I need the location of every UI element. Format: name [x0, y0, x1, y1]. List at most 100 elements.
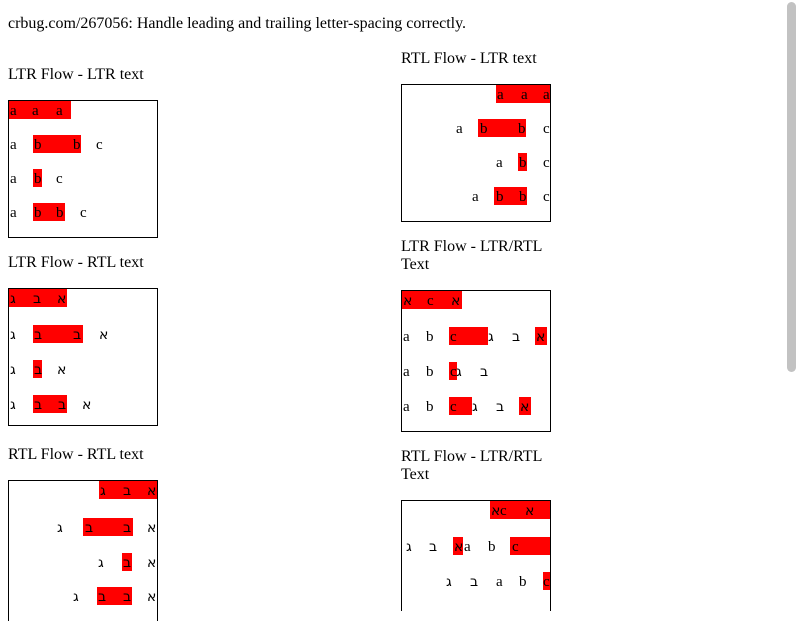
- glyph: ב: [470, 574, 479, 590]
- glyph: a: [403, 364, 410, 380]
- glyph: c: [543, 189, 550, 205]
- glyph: a: [56, 103, 63, 119]
- glyph: c: [427, 293, 434, 309]
- glyph: ג: [98, 555, 104, 571]
- glyph: a: [464, 539, 471, 555]
- test-box-ltr-mixed: א c א a b c ג ב א a b c ג ב a b c ג ב א: [401, 290, 551, 432]
- glyph: b: [34, 171, 42, 187]
- glyph: ג: [10, 291, 16, 307]
- highlight: [490, 501, 550, 519]
- glyph: b: [519, 155, 527, 171]
- highlight: [122, 553, 132, 571]
- highlight: [518, 153, 527, 171]
- glyph: a: [543, 87, 550, 103]
- scrollbar-thumb[interactable]: [787, 2, 796, 372]
- section-label-rtl-rtl: RTL Flow - RTL text: [8, 446, 144, 463]
- glyph: b: [488, 539, 496, 555]
- glyph: א: [57, 362, 67, 378]
- glyph: ב: [123, 555, 132, 571]
- glyph: א: [525, 503, 535, 519]
- section-label-rtl-mixed: RTL Flow - LTR/RTL Text: [401, 448, 542, 483]
- glyph: ב: [480, 364, 489, 380]
- glyph: c: [450, 329, 457, 345]
- highlight: [449, 397, 472, 415]
- test-box-rtl-rtl: ג ב א ג ב ב א ג ב א ג ב ב א: [8, 480, 158, 621]
- glyph: c: [450, 364, 457, 380]
- glyph: ג: [406, 539, 412, 555]
- glyph: ג: [100, 483, 106, 499]
- glyph: ב: [33, 291, 42, 307]
- glyph: ב: [123, 589, 132, 605]
- glyph: ג: [488, 329, 494, 345]
- glyph: א: [491, 503, 501, 519]
- highlight: [9, 289, 67, 307]
- highlight: [33, 135, 81, 153]
- glyph: א: [403, 293, 413, 309]
- highlight: [33, 325, 83, 343]
- glyph: c: [96, 137, 103, 153]
- glyph: c: [450, 399, 457, 415]
- glyph: ב: [496, 399, 505, 415]
- test-box-rtl-mixed: א c א ג ב א a b c ג ב a b c: [401, 500, 551, 611]
- glyph: c: [512, 539, 519, 555]
- highlight: [9, 101, 71, 119]
- glyph: b: [519, 189, 527, 205]
- glyph: א: [454, 539, 464, 555]
- glyph: a: [521, 87, 528, 103]
- glyph: b: [73, 137, 81, 153]
- glyph: ב: [123, 483, 132, 499]
- glyph: ג: [10, 327, 16, 343]
- highlight: [449, 327, 488, 345]
- glyph: a: [497, 87, 504, 103]
- glyph: b: [426, 329, 434, 345]
- test-box-rtl-ltr: a a a a b b c a b c a b b c: [401, 84, 551, 222]
- highlight: [494, 187, 527, 205]
- highlight: [543, 572, 550, 590]
- highlight: [510, 537, 550, 555]
- glyph: b: [56, 205, 64, 221]
- glyph: a: [10, 171, 17, 187]
- glyph: a: [472, 189, 479, 205]
- glyph: c: [500, 503, 507, 519]
- glyph: א: [520, 399, 530, 415]
- highlight: [478, 119, 526, 137]
- highlight: [33, 169, 42, 187]
- glyph: ב: [34, 397, 43, 413]
- glyph: ב: [34, 327, 43, 343]
- glyph: ג: [456, 364, 462, 380]
- glyph: a: [496, 155, 503, 171]
- highlight: [535, 327, 547, 345]
- glyph: א: [536, 329, 546, 345]
- glyph: b: [34, 205, 42, 221]
- glyph: a: [10, 205, 17, 221]
- glyph: א: [147, 589, 157, 605]
- glyph: c: [56, 171, 63, 187]
- glyph: a: [32, 103, 39, 119]
- page-heading: crbug.com/267056: Handle leading and tra…: [8, 15, 467, 32]
- glyph: b: [518, 121, 526, 137]
- glyph: c: [80, 205, 87, 221]
- glyph: b: [426, 399, 434, 415]
- test-box-ltr-ltr: a a a a b b c a b c a b b c: [8, 100, 158, 238]
- glyph: ג: [446, 574, 452, 590]
- glyph: א: [99, 327, 109, 343]
- highlight: [83, 518, 133, 536]
- glyph: ב: [58, 397, 67, 413]
- glyph: c: [543, 121, 550, 137]
- glyph: ב: [429, 539, 438, 555]
- glyph: ב: [123, 520, 132, 536]
- glyph: ג: [57, 520, 63, 536]
- highlight: [99, 481, 157, 499]
- section-label-ltr-mixed: LTR Flow - LTR/RTL Text: [401, 238, 542, 273]
- glyph: a: [496, 574, 503, 590]
- glyph: ב: [512, 329, 521, 345]
- section-label-rtl-ltr: RTL Flow - LTR text: [401, 50, 537, 67]
- test-box-ltr-rtl: ג ב א ג ב ב א ג ב א ג ב ב א: [8, 288, 158, 426]
- glyph: a: [403, 399, 410, 415]
- glyph: א: [451, 293, 461, 309]
- highlight: [402, 291, 462, 309]
- glyph: ג: [472, 399, 478, 415]
- glyph: b: [519, 574, 527, 590]
- glyph: ג: [10, 362, 16, 378]
- glyph: א: [147, 520, 157, 536]
